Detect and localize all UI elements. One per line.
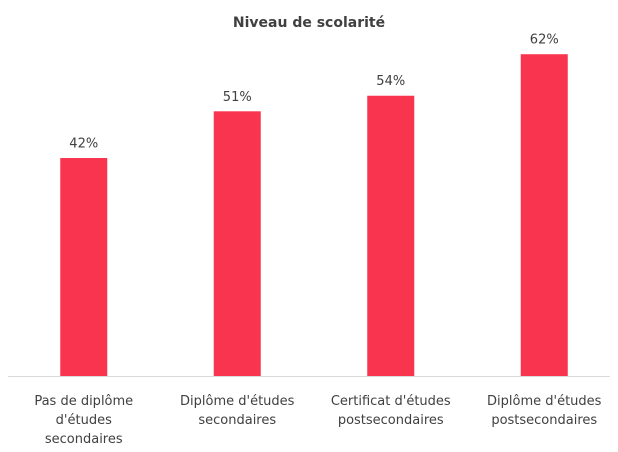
data-label: 51% <box>223 90 252 105</box>
x-tick-label: Diplôme d'études secondaires <box>180 394 295 428</box>
x-tick-label: Diplôme d'études postsecondaires <box>487 394 602 428</box>
x-tick-label: Certificat d'études postsecondaires <box>330 394 451 428</box>
bar <box>60 158 108 376</box>
bar <box>213 111 261 376</box>
data-label: 42% <box>69 137 98 152</box>
data-label: 54% <box>376 74 405 89</box>
x-tick-label: Pas de diplôme d'études secondaires <box>34 394 134 447</box>
chart-title: Niveau de scolarité <box>233 15 385 31</box>
bar <box>520 54 568 376</box>
bar <box>367 95 415 377</box>
data-label: 62% <box>530 33 559 48</box>
